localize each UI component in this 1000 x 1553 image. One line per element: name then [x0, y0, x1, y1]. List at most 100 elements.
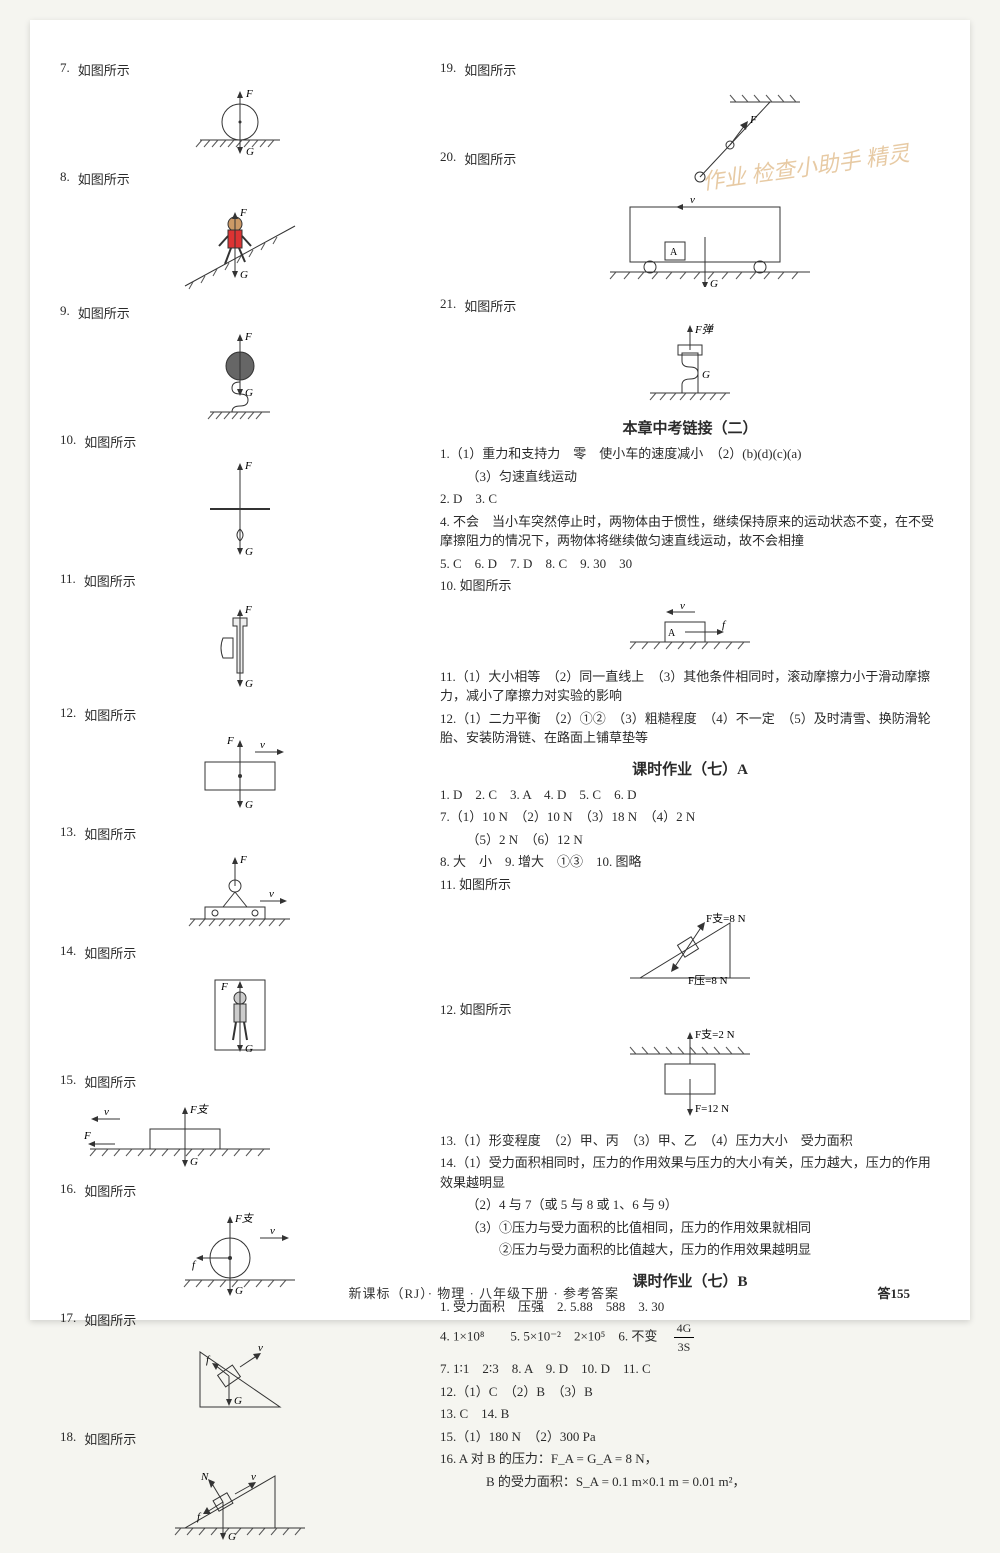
item-text: 如图所示: [464, 149, 940, 168]
item-number: 7.: [60, 60, 70, 76]
item-number: 13.: [60, 824, 76, 840]
svg-text:G: G: [240, 269, 248, 281]
figure-s2-12: F支=2 N F=12 N: [440, 1024, 940, 1123]
figure-7: F G: [60, 87, 420, 161]
svg-text:v: v: [251, 1471, 256, 1483]
item-number: 11.: [60, 571, 76, 587]
svg-text:v: v: [690, 194, 695, 206]
svg-text:v: v: [260, 739, 265, 751]
s3-l5: 15.（1）180 N （2）300 Pa: [440, 1427, 940, 1447]
s3-l4: 13. C 14. B: [440, 1404, 940, 1424]
s1-l5: 10. 如图所示: [440, 576, 940, 596]
s1-l6: 11.（1）大小相等 （2）同一直线上 （3）其他条件相同时，滚动摩擦力小于滑动…: [440, 667, 940, 706]
section-title-hw7a: 课时作业（七）A: [440, 758, 940, 779]
s3-l1-text: 4. 1×10⁸ 5. 5×10⁻² 2×10⁵ 6. 不变: [440, 1328, 670, 1343]
svg-text:v: v: [258, 1342, 263, 1354]
s2-l10: ②压力与受力面积的比值越大，压力的作用效果越明显: [440, 1240, 940, 1260]
item-text: 如图所示: [84, 1310, 420, 1329]
svg-text:F支: F支: [189, 1103, 210, 1116]
answer-item-19: 19. 如图所示: [440, 60, 940, 79]
left-column: 7. 如图所示 F G 8.: [60, 60, 420, 1553]
svg-text:G: G: [245, 678, 253, 690]
answer-item-7: 7. 如图所示: [60, 60, 420, 79]
answer-item-13: 13. 如图所示: [60, 824, 420, 843]
s1-l1: （3）匀速直线运动: [440, 467, 940, 487]
svg-text:G: G: [245, 799, 253, 811]
svg-text:F: F: [226, 735, 234, 747]
item-number: 19.: [440, 60, 456, 76]
svg-text:G: G: [710, 278, 718, 287]
answer-item-10: 10. 如图所示: [60, 432, 420, 451]
item-text: 如图所示: [84, 1181, 420, 1200]
v-label: v: [680, 600, 685, 612]
answer-item-11: 11. 如图所示: [60, 571, 420, 590]
svg-text:F弹: F弹: [694, 323, 714, 336]
svg-text:F: F: [239, 207, 247, 219]
svg-text:F: F: [220, 981, 228, 993]
answer-item-9: 9. 如图所示: [60, 303, 420, 322]
svg-text:F: F: [244, 331, 252, 343]
frac-num: 4G: [674, 1319, 695, 1338]
item-text: 如图所示: [78, 60, 420, 79]
s3-l2: 7. 1∶1 2∶3 8. A 9. D 10. D 11. C: [440, 1359, 940, 1379]
svg-text:v: v: [269, 888, 274, 900]
f-pressure: F压=8 N: [688, 974, 728, 987]
s2-l7: 14.（1）受力面积相同时，压力的作用效果与压力的大小有关，压力越大，压力的作用…: [440, 1153, 940, 1192]
svg-text:G: G: [228, 1531, 236, 1541]
svg-text:F: F: [83, 1130, 91, 1142]
svg-text:F: F: [749, 114, 757, 126]
section-title-exam2: 本章中考链接（二）: [440, 417, 940, 438]
svg-text:v: v: [104, 1106, 109, 1118]
svg-text:F: F: [239, 854, 247, 866]
figure-12: F G v: [60, 732, 420, 816]
answer-item-20: 20. 如图所示: [440, 149, 940, 168]
item-text: 如图所示: [84, 943, 420, 962]
svg-text:f: f: [197, 1511, 202, 1523]
answer-item-12: 12. 如图所示: [60, 705, 420, 724]
s2-l2: （5）2 N （6）12 N: [440, 830, 940, 850]
answer-item-16: 16. 如图所示: [60, 1181, 420, 1200]
figure-14: F G: [60, 970, 420, 1064]
answer-item-15: 15. 如图所示: [60, 1072, 420, 1091]
footer-text: 新课标（RJ）· 物理 · 八年级下册 · 参考答案: [349, 1283, 619, 1302]
s1-l4: 5. C 6. D 7. D 8. C 9. 30 30: [440, 554, 940, 574]
svg-text:A: A: [670, 247, 678, 258]
page-footer: 新课标（RJ）· 物理 · 八年级下册 · 参考答案 答155: [30, 1283, 970, 1302]
figure-17: G f v: [60, 1337, 420, 1421]
svg-text:f: f: [206, 1354, 211, 1366]
figure-9: F G: [60, 330, 420, 424]
svg-text:F: F: [245, 88, 253, 100]
item-number: 20.: [440, 149, 456, 165]
answer-item-21: 21. 如图所示: [440, 296, 940, 315]
svg-text:F支: F支: [234, 1212, 255, 1225]
svg-text:G: G: [702, 369, 710, 381]
figure-s1-10: v A f: [440, 600, 940, 659]
answer-item-8: 8. 如图所示: [60, 169, 420, 188]
item-text: 如图所示: [78, 303, 420, 322]
s2-l9: （3）①压力与受力面积的比值相同，压力的作用效果就相同: [440, 1218, 940, 1238]
item-text: 如图所示: [84, 1072, 420, 1091]
frac-den: 3S: [674, 1338, 695, 1356]
right-column: 19. 如图所示 F: [440, 60, 940, 1553]
s1-l3: 4. 不会 当小车突然停止时，两物体由于惯性，继续保持原来的运动状态不变，在不受…: [440, 512, 940, 551]
item-number: 21.: [440, 296, 456, 312]
two-column-layout: 7. 如图所示 F G 8.: [60, 60, 940, 1553]
item-text: 如图所示: [84, 824, 420, 843]
s2-l5: 12. 如图所示: [440, 1000, 940, 1020]
figure-15: v F F支 G: [60, 1099, 420, 1173]
svg-text:G: G: [234, 1395, 242, 1407]
svg-text:G: G: [245, 1043, 253, 1055]
s2-l6: 13.（1）形变程度 （2）甲、丙 （3）甲、乙 （4）压力大小 受力面积: [440, 1131, 940, 1151]
f-up: F支=2 N: [695, 1028, 735, 1041]
item-number: 15.: [60, 1072, 76, 1088]
f-support: F支=8 N: [706, 912, 746, 925]
figure-8: F G: [60, 196, 420, 295]
figure-s2-11: F支=8 N F压=8 N: [440, 898, 940, 992]
s3-l3: 12.（1）C （2）B （3）B: [440, 1382, 940, 1402]
item-number: 8.: [60, 169, 70, 185]
item-number: 16.: [60, 1181, 76, 1197]
figure-10: F G: [60, 459, 420, 563]
svg-text:N: N: [200, 1471, 209, 1483]
item-number: 12.: [60, 705, 76, 721]
item-text: 如图所示: [84, 571, 420, 590]
